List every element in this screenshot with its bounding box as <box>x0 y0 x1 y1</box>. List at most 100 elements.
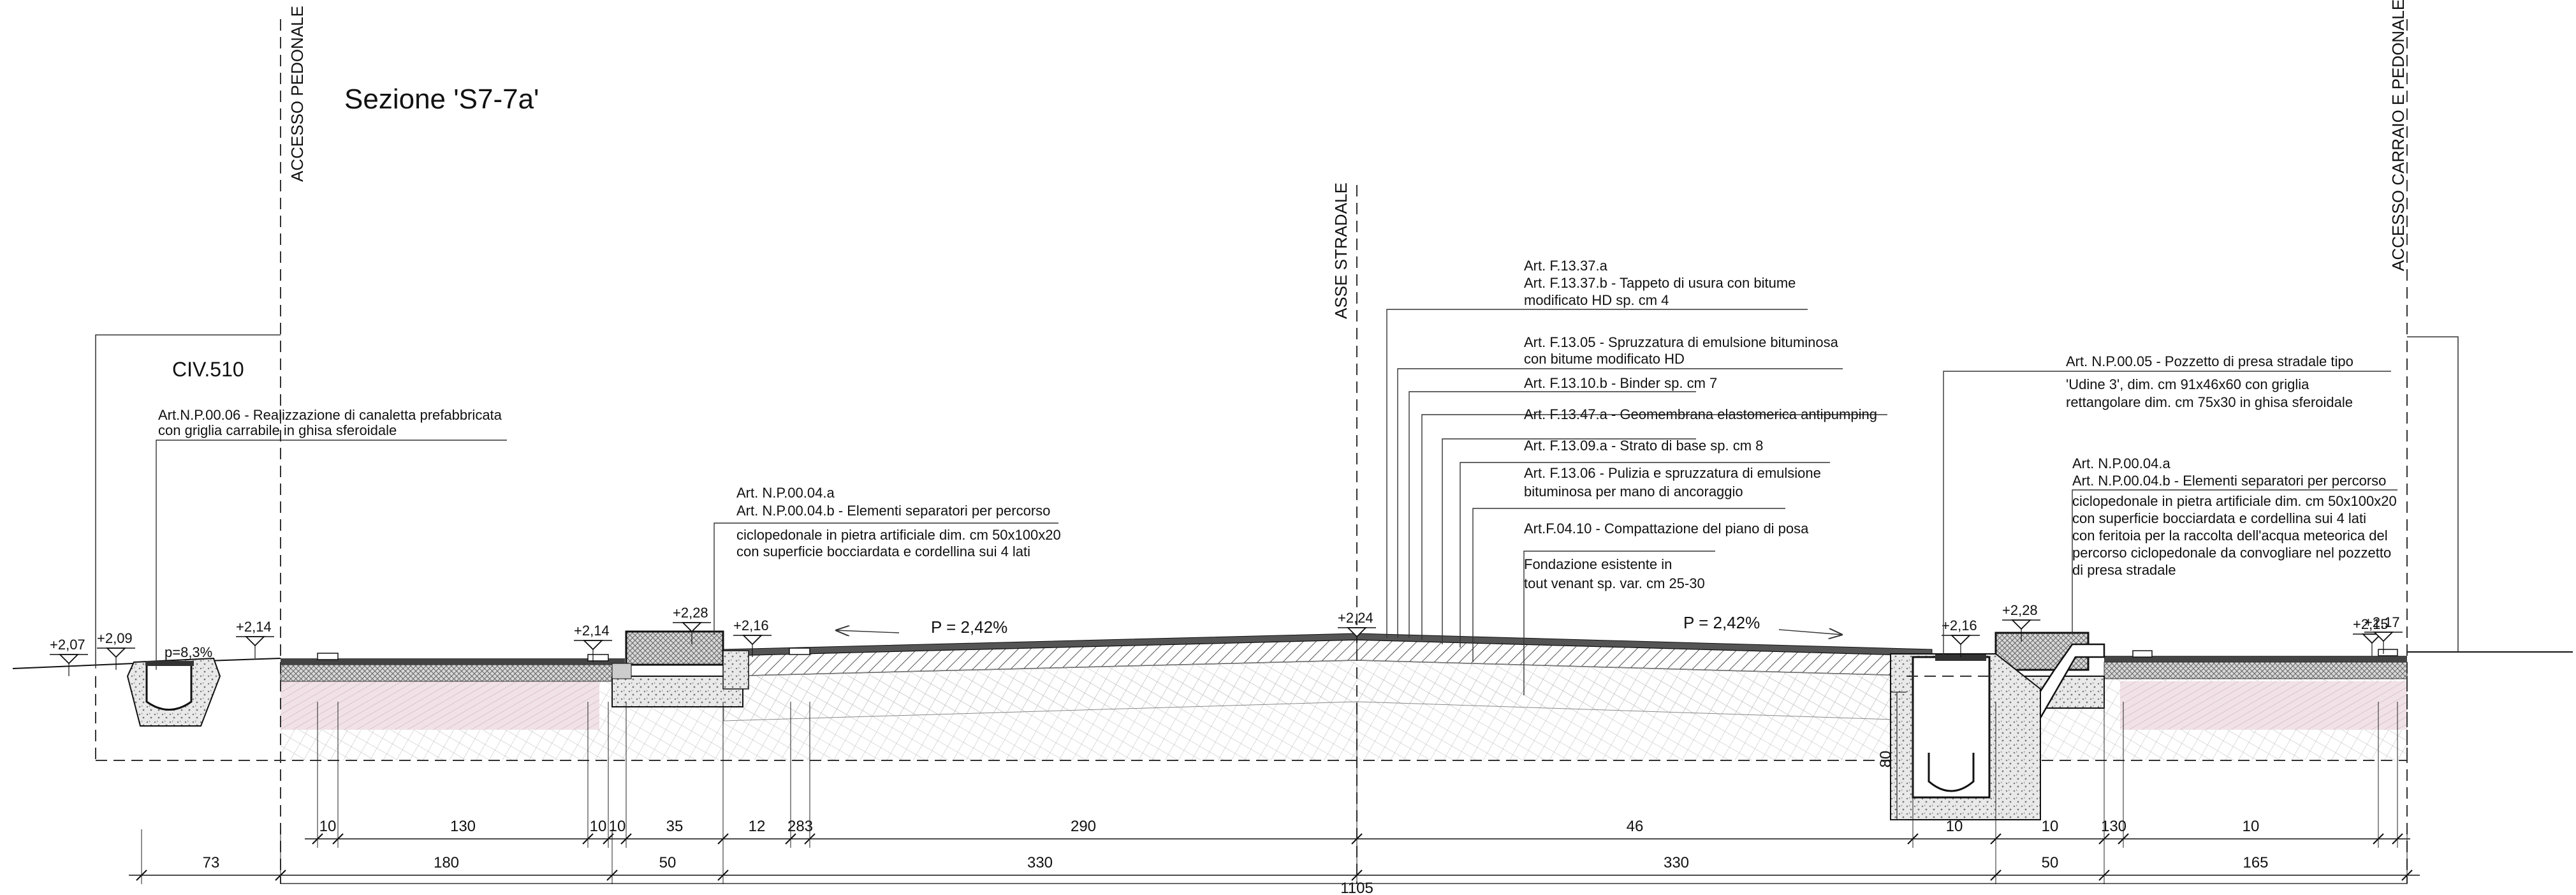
note-sep-right-line-2: Art. N.P.00.04.b - Elementi separatori p… <box>2072 473 2386 489</box>
note-channel: Art.N.P.00.06 - Realizzazione di canalet… <box>158 407 502 438</box>
dimension-chain: 10 130 10 10 35 12 283 290 46 10 10 130 10 <box>305 702 2410 848</box>
note-layer-6-line-2: bituminosa per mano di ancoraggio <box>1524 484 1743 499</box>
dimension-label: 12 <box>749 818 766 835</box>
elevation-marker: +2,15 <box>2353 616 2391 656</box>
dimension-chain: 73 180 50 330 330 50 165 <box>129 829 2420 884</box>
elevation-label: +2,14 <box>236 619 272 635</box>
elevation-marker: +2,28 <box>673 605 711 644</box>
elevation-label: +2,17 <box>2364 614 2400 630</box>
note-layer-3: Art. F.13.10.b - Binder sp. cm 7 <box>1524 375 1717 391</box>
note-sep-right-line-1: Art. N.P.00.04.a <box>2072 455 2170 471</box>
note-layer-6-line-1: Art. F.13.06 - Pulizia e spruzzatura di … <box>1524 465 1821 481</box>
elevation-label: +2,16 <box>1942 618 1977 633</box>
manhole <box>1890 653 2041 820</box>
note-sep-left-line-2: Art. N.P.00.04.b - Elementi separatori p… <box>736 503 1050 519</box>
dimension-label: 330 <box>1664 854 1689 871</box>
note-layer-4: Art. F.13.47.a - Geomembrana elastomeric… <box>1524 406 1877 422</box>
note-layer-2-line-2: con bitume modificato HD <box>1524 351 1685 367</box>
note-sep-right-line-3: ciclopedonale in pietra artificiale dim.… <box>2072 493 2397 509</box>
elevation-label: +2,07 <box>50 637 85 653</box>
slope-channel-label: p=8,3% <box>165 644 212 660</box>
elevation-marker: +2,14 <box>574 623 612 662</box>
dimension-total: 1105 <box>281 880 2407 895</box>
note-sep-left-line-4: con superficie bocciardata e cordellina … <box>736 544 1030 559</box>
leader-lines <box>95 309 2459 695</box>
elevation-marker: +2,16 <box>1942 618 1980 657</box>
elevation-label: +2,14 <box>574 623 610 639</box>
dimension-label: 290 <box>1071 818 1096 835</box>
note-sep-right-line-6: percorso ciclopedonale da convogliare ne… <box>2072 545 2391 561</box>
dimension-label: 10 <box>590 818 607 835</box>
axis-label-road: ASSE STRADALE <box>1331 182 1350 319</box>
section-title: Sezione 'S7-7a' <box>344 84 539 115</box>
axis-label-pedestrian: ACCESSO PEDONALE <box>288 6 307 182</box>
elevation-marker: +2,24 <box>1338 610 1376 649</box>
note-sep-left-line-3: ciclopedonale in pietra artificiale dim.… <box>736 527 1061 543</box>
manhole-depth-dim: 80 <box>1877 692 1906 820</box>
slope-left-label: P = 2,42% <box>931 618 1007 637</box>
dimension-label: 330 <box>1027 854 1053 871</box>
slope-left: P = 2,42% <box>835 618 1007 637</box>
elevation-marker: +2,07 <box>50 637 88 676</box>
note-layers: Art. F.13.37.a Art. F.13.37.b - Tappeto … <box>1524 258 1877 591</box>
elevation-label: +2,09 <box>97 630 133 646</box>
elevation-marker: +2,14 <box>236 619 274 658</box>
axis-label-right-access: ACCESSO CARRAIO E PEDONALE <box>2389 0 2408 271</box>
elevation-marker: +2,28 <box>2002 602 2040 642</box>
channel-drain <box>126 657 221 727</box>
note-sep-right-line-5: con feritoia per la raccolta dell'acqua … <box>2072 528 2388 544</box>
note-layer-7: Art.F.04.10 - Compattazione del piano di… <box>1524 521 1809 536</box>
elevation-markers: +2,07 +2,09 +2,14 +2,14 +2,28 +2,16 +2,24 +2,16… <box>50 602 2403 676</box>
dimension-label: 180 <box>434 854 459 871</box>
dimension-label: 10 <box>1946 818 1963 835</box>
dimension-label: 10 <box>609 818 626 835</box>
civic-number: CIV.510 <box>172 358 244 381</box>
elevation-label: +2,16 <box>733 618 769 633</box>
dimension-label: 165 <box>2243 854 2268 871</box>
note-layer-2-line-1: Art. F.13.05 - Spruzzatura di emulsione … <box>1524 334 1839 350</box>
note-manhole-line-2: 'Udine 3', dim. cm 91x46x60 con griglia <box>2066 376 2309 392</box>
elevation-marker: +2,09 <box>97 630 135 670</box>
dimension-label: 130 <box>2101 818 2126 835</box>
note-layer-8-line-2: tout venant sp. var. cm 25-30 <box>1524 575 1705 591</box>
elevation-marker: +2,17 <box>2364 614 2403 654</box>
dimension-label: 73 <box>203 854 220 871</box>
dimension-label: 10 <box>2042 818 2059 835</box>
note-sep-right-line-7: di presa stradale <box>2072 562 2176 578</box>
dimension-label: 50 <box>2042 854 2059 871</box>
separator-left <box>317 630 810 707</box>
elevation-label: +2,24 <box>1338 610 1373 626</box>
note-layer-1-line-2: Art. F.13.37.b - Tappeto di usura con bi… <box>1524 275 1796 291</box>
dimension-label: 46 <box>1627 818 1644 835</box>
note-layer-1-line-1: Art. F.13.37.a <box>1524 258 1608 274</box>
note-channel-line-1: Art.N.P.00.06 - Realizzazione di canalet… <box>158 407 502 423</box>
note-layer-8-line-1: Fondazione esistente in <box>1524 556 1672 572</box>
note-manhole-line-3: rettangolare dim. cm 75x30 in ghisa sfer… <box>2066 394 2353 410</box>
slope-right-label: P = 2,42% <box>1683 613 1760 632</box>
section-body <box>12 335 2573 761</box>
dimension-label: 50 <box>659 854 677 871</box>
note-manhole-line-1: Art. N.P.00.05 - Pozzetto di presa strad… <box>2066 353 2353 369</box>
dimension-label: 10 <box>2243 818 2260 835</box>
dimension-total-label: 1105 <box>1340 880 1373 895</box>
slope-right: P = 2,42% <box>1683 613 1843 635</box>
elevation-label: +2,28 <box>673 605 708 621</box>
dimension-label: 35 <box>666 818 684 835</box>
manhole-depth-label: 80 <box>1877 751 1894 768</box>
note-layer-1-line-3: modificato HD sp. cm 4 <box>1524 292 1669 308</box>
note-layer-5: Art. F.13.09.a - Strato di base sp. cm 8 <box>1524 438 1763 454</box>
note-sep-right-line-4: con superficie bocciardata e cordellina … <box>2072 510 2366 526</box>
dimension-label: 283 <box>787 818 813 835</box>
elevation-marker: +2,16 <box>733 618 772 657</box>
note-separator-left: Art. N.P.00.04.a Art. N.P.00.04.b - Elem… <box>736 485 1061 559</box>
dimension-label: 130 <box>450 818 476 835</box>
note-separator-right: Art. N.P.00.04.a Art. N.P.00.04.b - Elem… <box>2072 455 2397 578</box>
dimension-label: 10 <box>319 818 337 835</box>
elevation-label: +2,28 <box>2002 602 2038 618</box>
elevation-label: +2,15 <box>2353 616 2389 632</box>
note-channel-line-2: con griglia carrabile in ghisa sferoidal… <box>158 422 397 438</box>
note-manhole: Art. N.P.00.05 - Pozzetto di presa strad… <box>2066 353 2353 410</box>
note-sep-left-line-1: Art. N.P.00.04.a <box>736 485 835 501</box>
